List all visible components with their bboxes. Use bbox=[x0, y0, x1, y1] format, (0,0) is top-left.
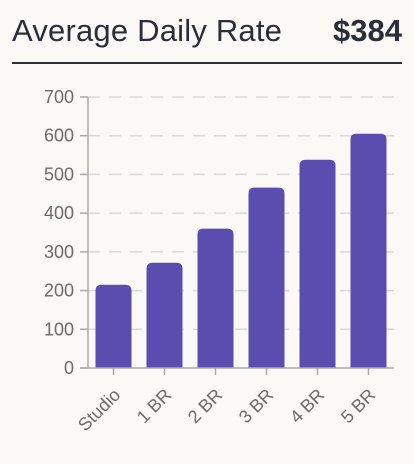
y-tick-label: 100 bbox=[44, 319, 74, 339]
bar-3-br bbox=[248, 187, 285, 368]
y-tick-label: 0 bbox=[64, 358, 74, 378]
y-tick-label: 700 bbox=[44, 87, 74, 107]
x-tick-label: 4 BR bbox=[286, 385, 328, 427]
bar-5-br bbox=[350, 133, 387, 368]
y-tick-label: 400 bbox=[44, 203, 74, 223]
y-tick-label: 300 bbox=[44, 242, 74, 262]
y-tick-label: 500 bbox=[44, 164, 74, 184]
y-tick-label: 200 bbox=[44, 281, 74, 301]
x-tick-label: 5 BR bbox=[337, 385, 379, 427]
bar-1-br bbox=[146, 262, 183, 368]
x-tick-label: Studio bbox=[74, 385, 124, 435]
bar-2-br bbox=[197, 228, 234, 368]
bar-4-br bbox=[299, 159, 336, 368]
y-tick-label: 600 bbox=[44, 126, 74, 146]
bar-chart: 0 100 200 300 400 500 600 700 Studio 1 BR 2 BR 3 BR… bbox=[44, 87, 394, 435]
card-title: Average Daily Rate bbox=[12, 13, 283, 48]
card-header: Average Daily Rate $384 bbox=[12, 0, 402, 64]
bar-studio bbox=[95, 284, 132, 368]
average-rate-value: $384 bbox=[333, 13, 402, 48]
x-tick-label: 3 BR bbox=[235, 385, 277, 427]
x-tick-label: 2 BR bbox=[184, 385, 226, 427]
x-tick-label: 1 BR bbox=[133, 385, 175, 427]
